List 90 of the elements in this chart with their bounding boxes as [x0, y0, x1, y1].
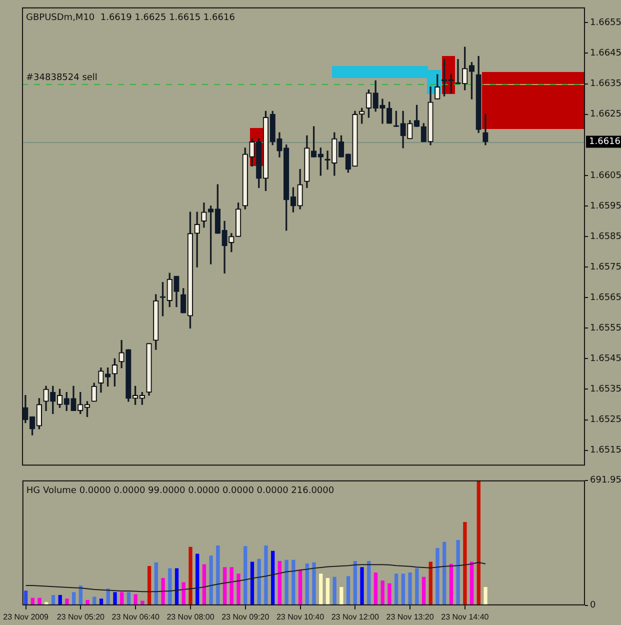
bar — [449, 564, 454, 606]
y-tick-label: 0 — [590, 600, 596, 611]
bar — [380, 580, 384, 606]
y-tick-label: 1.6535 — [590, 384, 621, 395]
bar — [65, 598, 69, 606]
y-tick-label: 1.6545 — [590, 354, 621, 364]
bar — [374, 572, 378, 606]
text: GBPUSDm,M10 1.6619 1.6625 1.6615 1.6616 — [26, 13, 236, 24]
bar — [298, 570, 302, 606]
bar — [408, 572, 412, 606]
x-tick-label: 23 Nov 10:40 — [276, 612, 325, 622]
bar — [236, 574, 240, 606]
y-tick-label: 1.6645 — [590, 48, 621, 59]
bar — [367, 560, 371, 606]
bar — [415, 568, 419, 606]
bar — [428, 562, 432, 606]
bar — [305, 564, 309, 606]
bar — [312, 562, 316, 606]
bar — [292, 560, 296, 606]
bar — [161, 578, 165, 606]
y-tick-label: 1.6655 — [590, 18, 621, 28]
bar — [147, 566, 152, 606]
bar — [72, 592, 76, 606]
bar — [196, 554, 200, 606]
ref-line-label: #34838524 sell — [26, 73, 98, 84]
bar — [257, 558, 261, 606]
y-tick-label: 1.6555 — [590, 323, 621, 334]
bar — [126, 592, 131, 606]
bar — [24, 590, 28, 606]
x-tick-label: 23 Nov 13:20 — [386, 612, 434, 622]
x-tick-label: 23 Nov 08:00 — [166, 612, 215, 622]
bar — [113, 592, 117, 606]
bar — [388, 583, 392, 606]
bar — [270, 550, 275, 606]
bar — [394, 574, 398, 606]
text: HG Volume 0.0000 0.0000 99.0000 0.0000 0.0000 0.0000 216.0000 — [26, 486, 334, 496]
x-tick-label: 23 Nov 06:40 — [112, 612, 160, 622]
bar — [332, 576, 336, 606]
y-tick-label: 1.6585 — [590, 232, 621, 242]
bar — [326, 578, 330, 606]
candlestick — [194, 212, 200, 268]
x-tick-label: 23 Nov 2009 — [3, 612, 50, 622]
y-tick-label: 1.6625 — [590, 110, 621, 120]
bar — [92, 596, 96, 606]
y-tick-label: 1.6595 — [590, 201, 621, 212]
bar — [353, 560, 357, 606]
y-tick-label: 1.6565 — [590, 292, 621, 303]
bar — [278, 560, 282, 606]
y-tick-label: 1.6515 — [590, 446, 621, 456]
bar — [284, 560, 288, 606]
bar — [140, 600, 144, 606]
bar — [442, 542, 446, 606]
bar — [484, 587, 488, 606]
x-tick-label: 23 Nov 09:20 — [222, 612, 270, 622]
y-tick-label: 1.6575 — [590, 262, 621, 272]
bar — [188, 546, 192, 606]
bar — [244, 546, 248, 606]
bar — [401, 574, 406, 606]
bar — [216, 545, 220, 606]
bar — [463, 522, 467, 606]
y-tick-label: 1.6635 — [590, 79, 621, 90]
bar — [86, 600, 90, 606]
bar — [38, 598, 42, 606]
bar — [456, 540, 460, 606]
x-tick-label: 23 Nov 14:40 — [441, 612, 490, 622]
bar — [174, 568, 179, 606]
bar — [436, 548, 440, 606]
x-tick-label: 23 Nov 12:00 — [331, 612, 380, 622]
bar — [230, 567, 234, 606]
bar — [134, 594, 138, 606]
bar — [202, 564, 206, 606]
y-tick-label: 1.6525 — [590, 415, 621, 426]
y-tick-label: 691.95 — [590, 476, 621, 486]
bar — [422, 576, 426, 606]
bar — [346, 576, 350, 606]
ref-line-label: 1.6616 — [589, 137, 621, 148]
bar — [340, 587, 344, 606]
x-tick-label: 23 Nov 05:20 — [56, 612, 106, 622]
bar — [120, 592, 124, 606]
bar — [154, 562, 158, 606]
bar — [360, 567, 364, 606]
bar — [168, 568, 172, 606]
bar — [470, 562, 474, 606]
bar — [209, 556, 213, 606]
bar — [319, 574, 323, 606]
bar — [250, 562, 254, 606]
bar — [264, 545, 268, 606]
bar — [476, 480, 480, 606]
y-tick-label: 1.6605 — [590, 170, 621, 181]
bar — [222, 567, 227, 606]
